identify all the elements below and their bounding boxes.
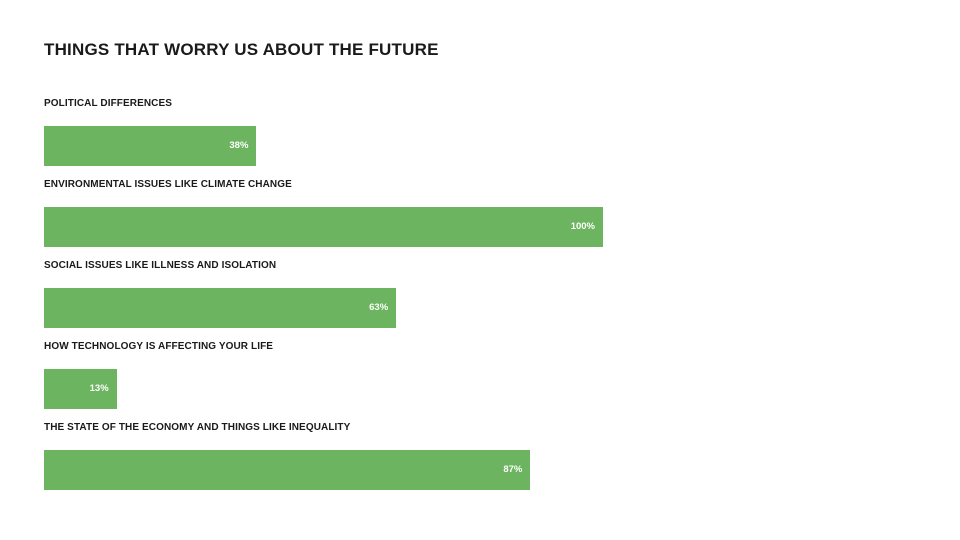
bar: 100% xyxy=(44,207,603,247)
bar-value-label: 87% xyxy=(503,463,523,475)
bar-row: SOCIAL ISSUES LIKE ILLNESS AND ISOLATION… xyxy=(44,258,924,339)
bar-row: ENVIRONMENTAL ISSUES LIKE CLIMATE CHANGE… xyxy=(44,177,924,258)
bar: 13% xyxy=(44,369,117,409)
category-label: POLITICAL DIFFERENCES xyxy=(44,98,173,109)
category-label: HOW TECHNOLOGY IS AFFECTING YOUR LIFE xyxy=(44,341,274,352)
bar: 38% xyxy=(44,126,257,166)
bar: 87% xyxy=(44,450,531,490)
bar-chart: POLITICAL DIFFERENCES 38% ENVIRONMENTAL IS… xyxy=(44,96,924,501)
category-label: THE STATE OF THE ECONOMY AND THINGS LIKE… xyxy=(44,422,351,433)
category-label: ENVIRONMENTAL ISSUES LIKE CLIMATE CHANGE xyxy=(44,179,292,190)
chart-title: THINGS THAT WORRY US ABOUT THE FUTURE xyxy=(44,40,439,59)
bar: 63% xyxy=(44,288,397,328)
bar-value-label: 38% xyxy=(229,139,249,151)
bar-row: HOW TECHNOLOGY IS AFFECTING YOUR LIFE 13% xyxy=(44,339,924,420)
bar-value-label: 63% xyxy=(369,301,389,313)
bar-value-label: 100% xyxy=(570,220,595,232)
category-label: SOCIAL ISSUES LIKE ILLNESS AND ISOLATION xyxy=(44,260,277,271)
bar-value-label: 13% xyxy=(89,382,109,394)
bar-row: POLITICAL DIFFERENCES 38% xyxy=(44,96,924,177)
bar-row: THE STATE OF THE ECONOMY AND THINGS LIKE… xyxy=(44,420,924,501)
